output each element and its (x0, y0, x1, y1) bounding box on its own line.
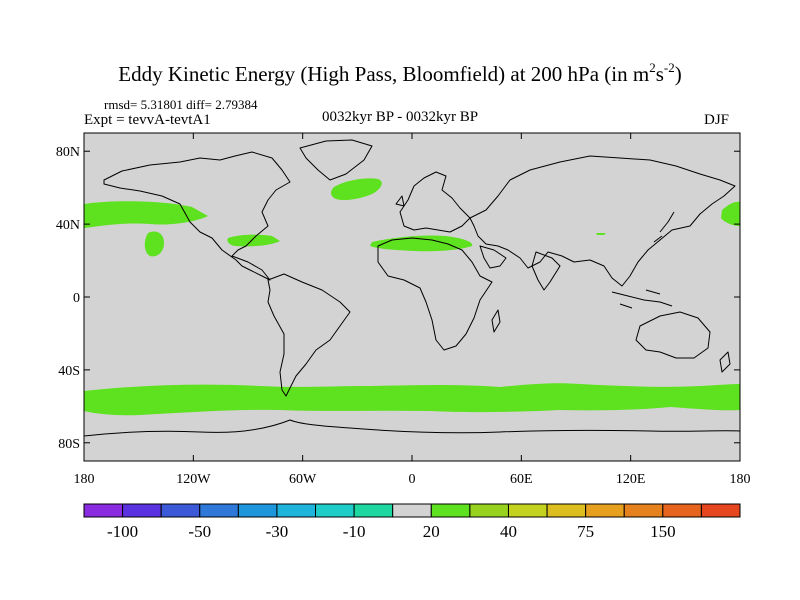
colorbar-box (430, 503, 471, 518)
coastline-indonesia (611, 289, 673, 309)
colorbar-label: 75 (577, 522, 594, 541)
coastline-asia (469, 155, 736, 287)
region-southern-ocean (84, 383, 740, 416)
coastline-africa (377, 237, 493, 351)
period-label: 0032kyr BP - 0032kyr BP (322, 109, 479, 125)
y-tick-label: 80S (58, 437, 80, 452)
colorbar-label: 150 (650, 522, 676, 541)
coastlines (83, 139, 741, 437)
coastline-europe (399, 171, 471, 233)
colorbar-label: -10 (343, 522, 366, 541)
stats-label: rmsd= 5.31801 diff= 2.79384 (104, 97, 258, 112)
colorbar-label: 40 (500, 522, 517, 541)
colorbar-box (315, 503, 355, 518)
y-tick-label: 80N (56, 145, 80, 160)
x-tick-label: 180 (730, 472, 751, 487)
y-tick-label: 40N (56, 218, 80, 233)
colorbar-label: -100 (107, 522, 138, 541)
coastline-madagascar (491, 309, 501, 333)
coastline-north-america (103, 151, 291, 281)
region-north-pacific-east (84, 201, 208, 228)
chart-title: Eddy Kinetic Energy (High Pass, Bloomfie… (118, 60, 682, 86)
colorbar-box (700, 503, 741, 518)
region-asia-small (596, 233, 606, 235)
coastline-india (531, 251, 561, 291)
colorbar-box (469, 503, 509, 518)
colorbar-box (585, 503, 625, 518)
colorbar: -100 -50 -30 -10 20 40 75 150 (83, 503, 741, 541)
colorbar-box (276, 503, 317, 518)
colorbar-box (83, 503, 124, 518)
experiment-label: Expt = tevvA-tevtA1 (84, 112, 211, 128)
region-north-america (227, 234, 280, 247)
map-panel: 80N 40N 0 40S 80S 180 120W 60W 0 60E 120E 180 (56, 132, 751, 487)
colorbar-box (122, 503, 162, 518)
coastline-arabia (479, 245, 507, 269)
coastline-uk (395, 195, 405, 207)
coastline-new-zealand (719, 351, 731, 373)
colorbar-box (353, 503, 394, 518)
colorbar-box (546, 503, 587, 518)
region-atlantic-north (331, 178, 382, 201)
x-tick-label: 0 (409, 472, 416, 487)
colorbar-box (392, 503, 432, 518)
y-tick-label: 40S (58, 364, 80, 379)
coastline-south-america (267, 273, 351, 397)
coastline-greenland (299, 139, 373, 181)
y-tick-label: 0 (73, 291, 80, 306)
x-tick-label: 120E (616, 472, 646, 487)
coastline-australia (635, 311, 711, 359)
colorbar-box (662, 503, 702, 518)
region-north-pacific-west (721, 201, 740, 226)
colorbar-box (507, 503, 548, 518)
colorbar-label: 20 (423, 522, 440, 541)
y-axis-ticks: 80N 40N 0 40S 80S (56, 145, 740, 452)
colorbar-label: -50 (188, 522, 211, 541)
colorbar-box (237, 503, 278, 518)
coastline-japan (653, 211, 675, 243)
x-tick-label: 120W (176, 472, 211, 487)
region-pacific-blob (144, 231, 164, 257)
colorbar-box (199, 503, 239, 518)
colorbar-label: -30 (266, 522, 289, 541)
x-tick-label: 180 (74, 472, 95, 487)
x-tick-label: 60W (289, 472, 317, 487)
colorbar-box (623, 503, 664, 518)
coastline-antarctica (83, 419, 741, 437)
colorbar-box (160, 503, 201, 518)
season-label: DJF (704, 112, 730, 128)
x-axis-ticks: 180 120W 60W 0 60E 120E 180 (74, 133, 751, 487)
x-tick-label: 60E (510, 472, 533, 487)
